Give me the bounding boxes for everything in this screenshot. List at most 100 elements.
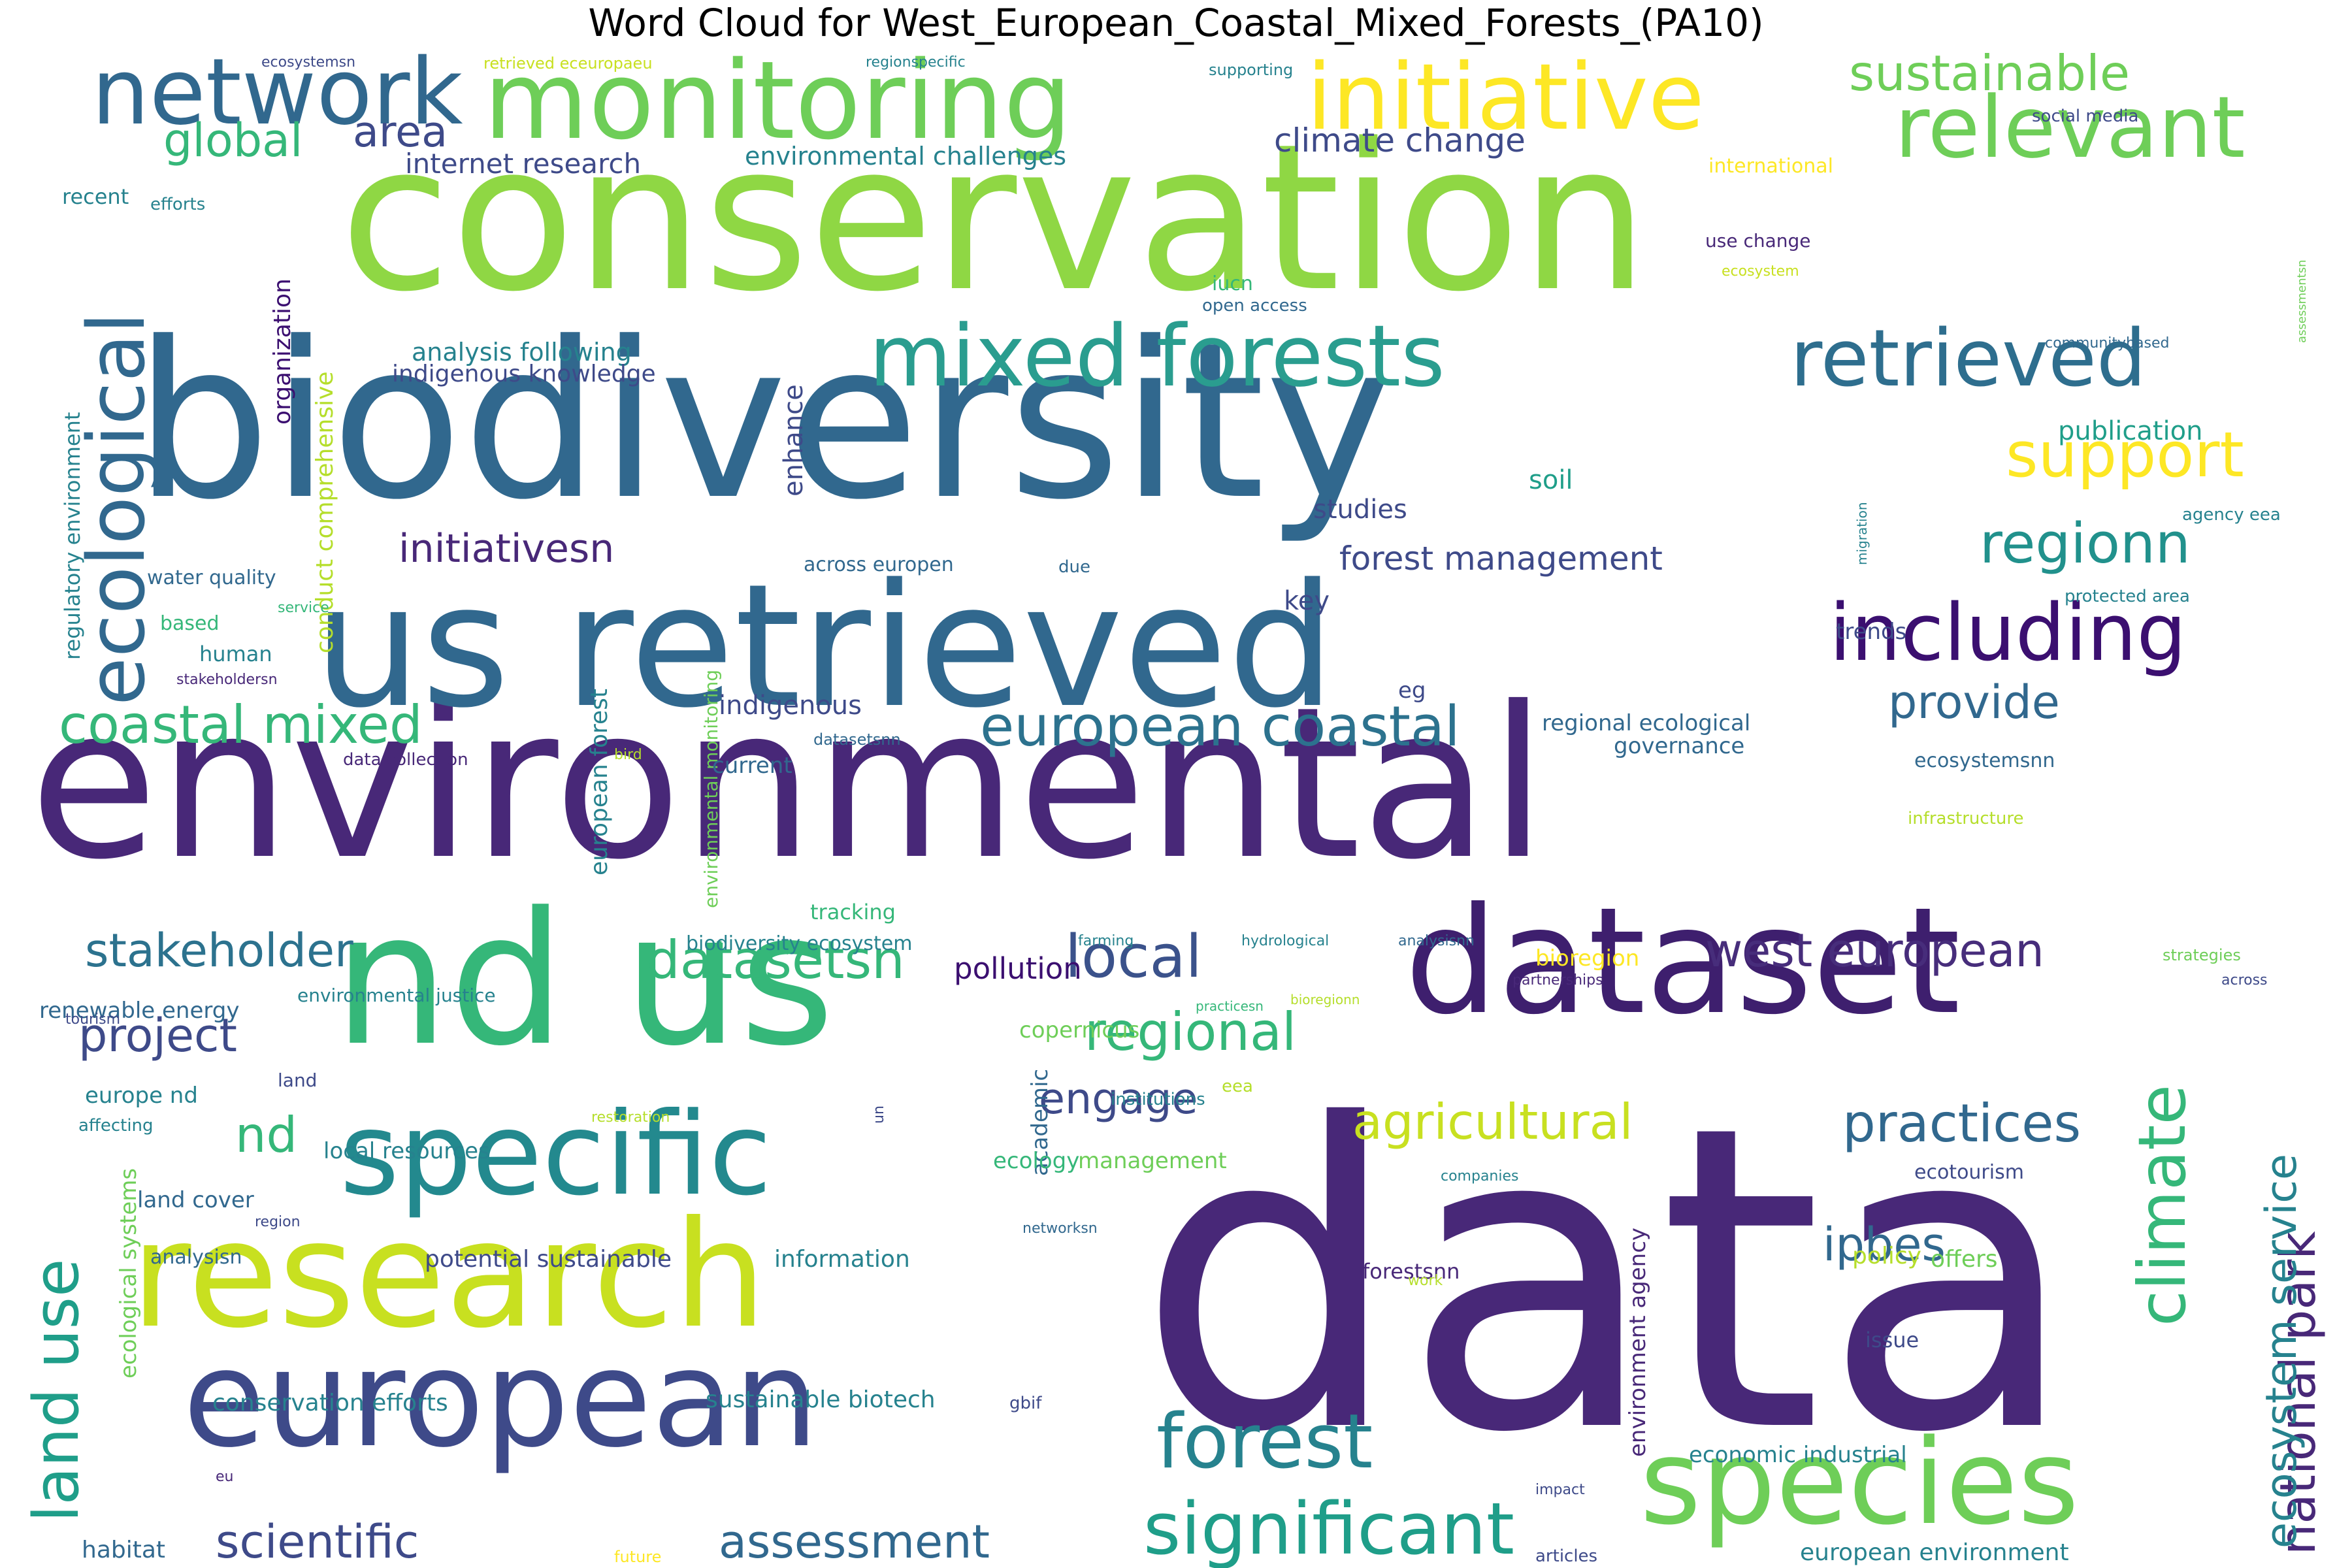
word-environment-agency: environment agency	[1625, 1227, 1651, 1457]
word-environmental-challenges: environmental challenges	[745, 142, 1067, 171]
word-retrieved: retrieved	[1790, 314, 2147, 404]
word-recent: recent	[62, 184, 129, 209]
word-practicesn: practicesn	[1196, 998, 1264, 1014]
word-practices: practices	[1842, 1093, 2082, 1154]
word-ipbes: ipbes	[1823, 1218, 1946, 1271]
word-information: information	[774, 1246, 910, 1273]
word-agency-eea: agency eea	[2182, 505, 2281, 525]
word-bioregion: bioregion	[1535, 945, 1640, 972]
word-regionspecific: regionspecific	[866, 54, 966, 71]
word-economic-industrial: economic industrial	[1689, 1442, 1907, 1468]
word-initiativesn: initiativesn	[399, 526, 615, 572]
word-potential-sustainable: potential sustainable	[425, 1246, 672, 1273]
word-partnerships: partnerships	[1512, 972, 1603, 988]
word-ecological: ecological	[72, 312, 163, 706]
word-ecosystem-service: ecosystem service	[2257, 1154, 2306, 1548]
word-specific: specific	[340, 1088, 772, 1221]
word-monitoring: monitoring	[483, 38, 1072, 163]
word-land-use: land use	[21, 1258, 93, 1522]
word-issue: issue	[1865, 1328, 1919, 1352]
word-regional: regional	[1085, 1002, 1297, 1062]
word-local: local	[1065, 923, 1202, 991]
word-agricultural: agricultural	[1352, 1093, 1633, 1151]
word-scientific: scientific	[216, 1515, 419, 1568]
word-climate-change: climate change	[1274, 122, 1526, 159]
word-land: land	[278, 1070, 318, 1091]
word-global: global	[163, 114, 303, 167]
word-networksn: networksn	[1022, 1220, 1098, 1237]
word-climate: climate	[2124, 1085, 2200, 1326]
word-us-retrieved: us retrieved	[314, 548, 1335, 745]
word-area: area	[353, 108, 448, 157]
word-research: research	[131, 1190, 767, 1361]
word-european: european	[183, 1322, 819, 1477]
word-management: management	[1078, 1148, 1227, 1174]
word-pollution: pollution	[954, 951, 1082, 986]
chart-title: Word Cloud for West_European_Coastal_Mix…	[588, 1, 1764, 45]
word-nd-us: nd us	[333, 874, 835, 1086]
word-local-resources: local resources	[323, 1138, 490, 1164]
word-bioregionn: bioregionn	[1290, 992, 1360, 1007]
word-ecosystemsn: ecosystemsn	[261, 54, 356, 71]
word-efforts: efforts	[150, 195, 206, 214]
word-communitybased: communitybased	[2045, 335, 2170, 351]
word-regional-ecological: regional ecological	[1542, 710, 1751, 736]
word-tracking: tracking	[810, 900, 896, 924]
word-farming: farming	[1078, 933, 1134, 949]
word-work: work	[1408, 1273, 1443, 1289]
word-articles: articles	[1535, 1546, 1598, 1566]
word-environmental: environmental	[29, 662, 1547, 906]
word-forest-management: forest management	[1339, 540, 1663, 578]
word-tourism: tourism	[65, 1011, 121, 1028]
word-eea: eea	[1222, 1077, 1253, 1096]
word-migration: migration	[1854, 502, 1870, 565]
word-habitat: habitat	[82, 1537, 166, 1563]
word-project: project	[78, 1009, 237, 1062]
word-environmental-monitoring: environmental monitoring	[700, 669, 722, 908]
word-nd: nd	[235, 1106, 298, 1164]
word-eg: eg	[1398, 678, 1426, 704]
word-international: international	[1708, 155, 1833, 178]
word-human: human	[199, 642, 272, 666]
word-future: future	[614, 1548, 662, 1566]
word-institutions: institutions	[1111, 1090, 1205, 1109]
word-internet-research: internet research	[405, 148, 642, 180]
word-enhance: enhance	[779, 384, 809, 497]
word-gbif: gbif	[1009, 1394, 1042, 1413]
word-stakeholdersn: stakeholdersn	[176, 672, 278, 688]
word-regionn: regionn	[1980, 512, 2191, 576]
word-analysisnn: analysisnn	[1398, 933, 1475, 949]
word-relevant: relevant	[1895, 78, 2246, 177]
word-offers: offers	[1931, 1246, 1998, 1273]
word-engage: engage	[1039, 1075, 1198, 1124]
word-supporting: supporting	[1209, 61, 1294, 79]
word-data-collection: data collection	[343, 750, 468, 770]
word-protected-area: protected area	[2065, 587, 2190, 606]
word-datasetsn: datasetsn	[647, 930, 905, 990]
word-conservation-efforts: conservation efforts	[212, 1390, 448, 1416]
word-datasetsnn: datasetsnn	[813, 730, 901, 749]
word-service: service	[278, 600, 329, 616]
word-renewable-energy: renewable energy	[39, 998, 240, 1024]
word-hydrological: hydrological	[1241, 933, 1330, 949]
word-initiative: initiative	[1307, 44, 1705, 151]
word-european-coastal: european coastal	[980, 694, 1460, 759]
word-assessment: assessment	[719, 1515, 990, 1568]
word-indigenous-knowledge: indigenous knowledge	[392, 361, 656, 387]
word-land-cover: land cover	[137, 1187, 254, 1213]
word-biodiversity-ecosystem: biodiversity ecosystem	[686, 932, 913, 955]
word-significant: significant	[1143, 1487, 1514, 1568]
word-european-environment: european environment	[1800, 1539, 2069, 1566]
word-open-access: open access	[1202, 296, 1307, 316]
word-copernicus: copernicus	[1019, 1017, 1140, 1043]
word-social-media: social media	[2032, 106, 2139, 126]
word-data: data	[1137, 1037, 2079, 1524]
word-soil: soil	[1529, 465, 1573, 495]
word-retrieved-eceuropaeu: retrieved eceuropaeu	[483, 54, 653, 73]
word-forest: forest	[1156, 1398, 1373, 1486]
word-key: key	[1284, 586, 1330, 616]
word-mixed-forests: mixed forests	[869, 306, 1445, 406]
word-affecting: affecting	[78, 1116, 154, 1135]
word-studies: studies	[1313, 495, 1407, 525]
word-west-european: west european	[1705, 924, 2044, 977]
